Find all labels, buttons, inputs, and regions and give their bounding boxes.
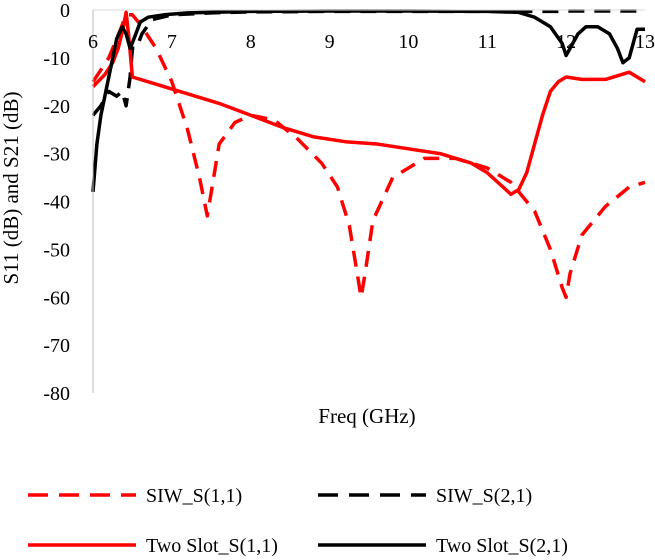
series-line-two-slot-s-2-1 xyxy=(91,9,645,193)
legend-label: SIW_S(1,1) xyxy=(146,485,242,507)
x-tick-label: 11 xyxy=(478,31,497,53)
legend-item-siw-s-1-1: SIW_S(1,1) xyxy=(28,485,242,507)
x-tick-label: 6 xyxy=(88,31,98,53)
x-tick-label: 12 xyxy=(556,31,576,53)
y-axis-label: S11 (dB) and S21 (dB) xyxy=(0,92,23,285)
y-tick-label: -50 xyxy=(43,239,70,261)
x-tick-label: 9 xyxy=(325,31,335,53)
series-line-siw-s-2-1 xyxy=(91,9,645,117)
x-tick-label: 8 xyxy=(246,31,256,53)
legend-label: SIW_S(2,1) xyxy=(436,485,532,507)
x-axis-label: Freq (GHz) xyxy=(318,404,415,428)
legend-item-two-slot-s-1-1: Two Slot_S(1,1) xyxy=(28,535,278,557)
series-line-two-slot-s-1-1 xyxy=(91,10,646,197)
legend-label: Two Slot_S(2,1) xyxy=(436,535,568,557)
legend: SIW_S(1,1) SIW_S(2,1) Two Slot_S(1,1) Two S… xyxy=(28,485,568,557)
x-tick-label: 13 xyxy=(635,31,655,53)
legend-label: Two Slot_S(1,1) xyxy=(146,535,278,557)
y-tick-label: -10 xyxy=(43,48,70,70)
series-line-siw-s-1-1 xyxy=(91,13,646,300)
y-tick-label: -40 xyxy=(43,192,70,214)
legend-item-siw-s-2-1: SIW_S(2,1) xyxy=(318,485,532,507)
x-tick-labels: 6 7 8 9 10 11 12 13 xyxy=(88,31,655,53)
y-tick-label: 0 xyxy=(60,0,70,22)
y-tick-label: -70 xyxy=(43,335,70,357)
y-tick-label: -20 xyxy=(43,96,70,118)
series-layer xyxy=(91,9,646,300)
x-tick-label: 10 xyxy=(398,31,418,53)
y-tick-label: -30 xyxy=(43,144,70,166)
y-tick-labels: 0 -10 -20 -30 -40 -50 -60 -70 -80 xyxy=(43,0,70,405)
y-tick-label: -80 xyxy=(43,383,70,405)
y-tick-label: -60 xyxy=(43,287,70,309)
legend-item-two-slot-s-2-1: Two Slot_S(2,1) xyxy=(318,535,568,557)
x-tick-label: 7 xyxy=(167,31,177,53)
